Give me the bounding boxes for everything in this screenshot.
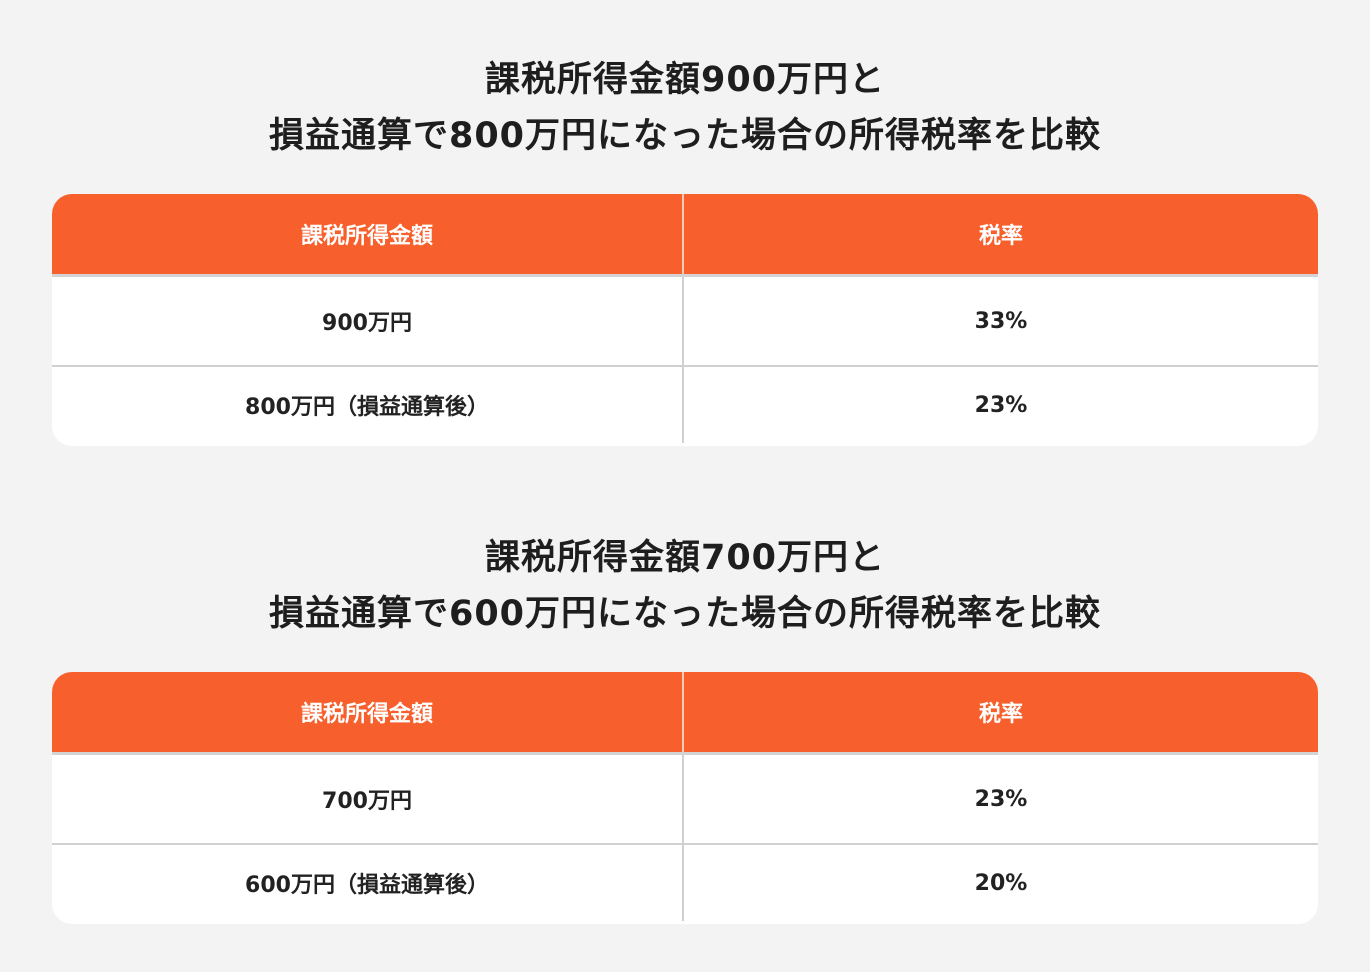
- table-header-row: 課税所得金額 税率: [52, 194, 1318, 277]
- title-line: 課税所得金額900万円と: [484, 60, 886, 100]
- cell-tax-rate: 33%: [974, 308, 1028, 334]
- table-header-row: 課税所得金額 税率: [52, 672, 1318, 755]
- table-row: 600万円（損益通算後） 20%: [52, 845, 1318, 921]
- header-taxable-income: 課税所得金額: [52, 194, 684, 274]
- comparison-title-1: 課税所得金額900万円と 損益通算で800万円になった場合の所得税率を比較: [0, 52, 1370, 164]
- table-row: 700万円 23%: [52, 755, 1318, 845]
- cell-tax-rate: 20%: [974, 870, 1028, 896]
- comparison-title-2: 課税所得金額700万円と 損益通算で600万円になった場合の所得税率を比較: [0, 530, 1370, 642]
- cell-tax-rate: 23%: [974, 786, 1028, 812]
- header-tax-rate: 税率: [978, 702, 1023, 727]
- tax-rate-table-2: 課税所得金額 税率 700万円 23% 600万円（損益通算後） 20%: [52, 672, 1318, 924]
- header-taxable-income: 課税所得金額: [52, 672, 684, 752]
- table-row: 900万円 33%: [52, 277, 1318, 367]
- cell-taxable-income: 900万円: [52, 277, 684, 365]
- title-line: 課税所得金額700万円と: [484, 538, 886, 578]
- cell-tax-rate: 23%: [974, 392, 1028, 418]
- table-row: 800万円（損益通算後） 23%: [52, 367, 1318, 443]
- cell-taxable-income: 600万円（損益通算後）: [52, 845, 684, 921]
- tax-rate-table-1: 課税所得金額 税率 900万円 33% 800万円（損益通算後） 23%: [52, 194, 1318, 446]
- header-tax-rate: 税率: [978, 224, 1023, 249]
- cell-taxable-income: 800万円（損益通算後）: [52, 367, 684, 443]
- title-line: 損益通算で600万円になった場合の所得税率を比較: [268, 594, 1102, 634]
- cell-taxable-income: 700万円: [52, 755, 684, 843]
- title-line: 損益通算で800万円になった場合の所得税率を比較: [268, 116, 1102, 156]
